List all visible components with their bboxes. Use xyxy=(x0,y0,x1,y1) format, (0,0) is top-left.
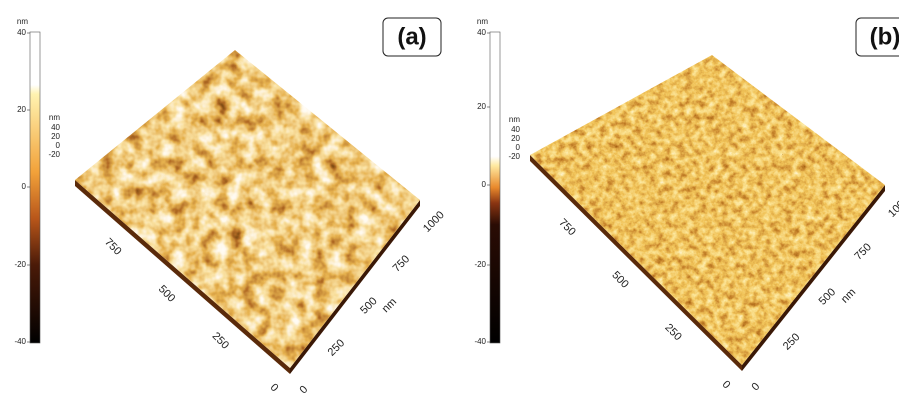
x-tick-label: 1000 xyxy=(886,194,899,220)
y-tick-label: 500 xyxy=(156,283,177,304)
z-tick-label: 0 xyxy=(56,141,61,150)
surface xyxy=(75,50,420,368)
panel-label: (b) xyxy=(870,23,899,50)
x-axis-unit: nm xyxy=(839,286,858,305)
colorbar-tick-label: 20 xyxy=(477,102,486,111)
x-tick-label: 500 xyxy=(358,295,379,316)
x-tick-label: 750 xyxy=(391,253,412,274)
x-tick-label: 250 xyxy=(326,337,347,358)
z-axis-unit: nm xyxy=(49,113,60,122)
colorbar-unit: nm xyxy=(477,17,488,26)
z-tick-label: 40 xyxy=(511,125,520,134)
z-tick-label: -20 xyxy=(508,152,520,161)
colorbar-unit: nm xyxy=(17,17,28,26)
z-tick-label: 0 xyxy=(516,143,521,152)
y-tick-label: 750 xyxy=(102,236,123,257)
y-tick-label: 250 xyxy=(662,322,683,343)
colorbar-tick-label: 40 xyxy=(17,28,26,37)
y-tick-label: 0 xyxy=(268,382,281,395)
x-tick-label: 750 xyxy=(852,241,873,262)
colorbar-tick-label: 0 xyxy=(482,180,487,189)
x-tick-label: 1000 xyxy=(421,209,447,235)
x-tick-label: 250 xyxy=(781,331,802,352)
colorbar-tick-label: -20 xyxy=(14,260,26,269)
panel: nm40200-20-40nm40200-2002505007500250500… xyxy=(14,17,446,396)
z-tick-label: 20 xyxy=(51,132,60,141)
panel-label: (a) xyxy=(397,23,426,50)
colorbar xyxy=(490,32,500,343)
y-tick-label: 500 xyxy=(609,269,630,290)
figure: nm40200-20-40nm40200-2002505007500250500… xyxy=(0,0,899,410)
colorbar-tick-label: 20 xyxy=(17,105,26,114)
x-axis-unit: nm xyxy=(380,296,399,315)
colorbar-tick-label: -40 xyxy=(474,337,486,346)
x-tick-label: 0 xyxy=(298,384,311,397)
colorbar xyxy=(30,32,40,343)
panel: nm40200-20-40nm40200-2002505007500250500… xyxy=(474,17,899,393)
z-axis-unit: nm xyxy=(509,115,520,124)
z-tick-label: 20 xyxy=(511,134,520,143)
x-tick-label: 500 xyxy=(817,286,838,307)
colorbar-tick-label: 40 xyxy=(477,28,486,37)
y-tick-label: 750 xyxy=(556,217,577,238)
z-tick-label: 40 xyxy=(51,123,60,132)
colorbar-tick-label: -40 xyxy=(14,337,26,346)
z-tick-label: -20 xyxy=(48,150,60,159)
colorbar-tick-label: 0 xyxy=(22,182,27,191)
y-tick-label: 0 xyxy=(720,379,733,392)
colorbar-tick-label: -20 xyxy=(474,260,486,269)
y-tick-label: 250 xyxy=(210,330,231,351)
x-tick-label: 0 xyxy=(750,381,763,394)
